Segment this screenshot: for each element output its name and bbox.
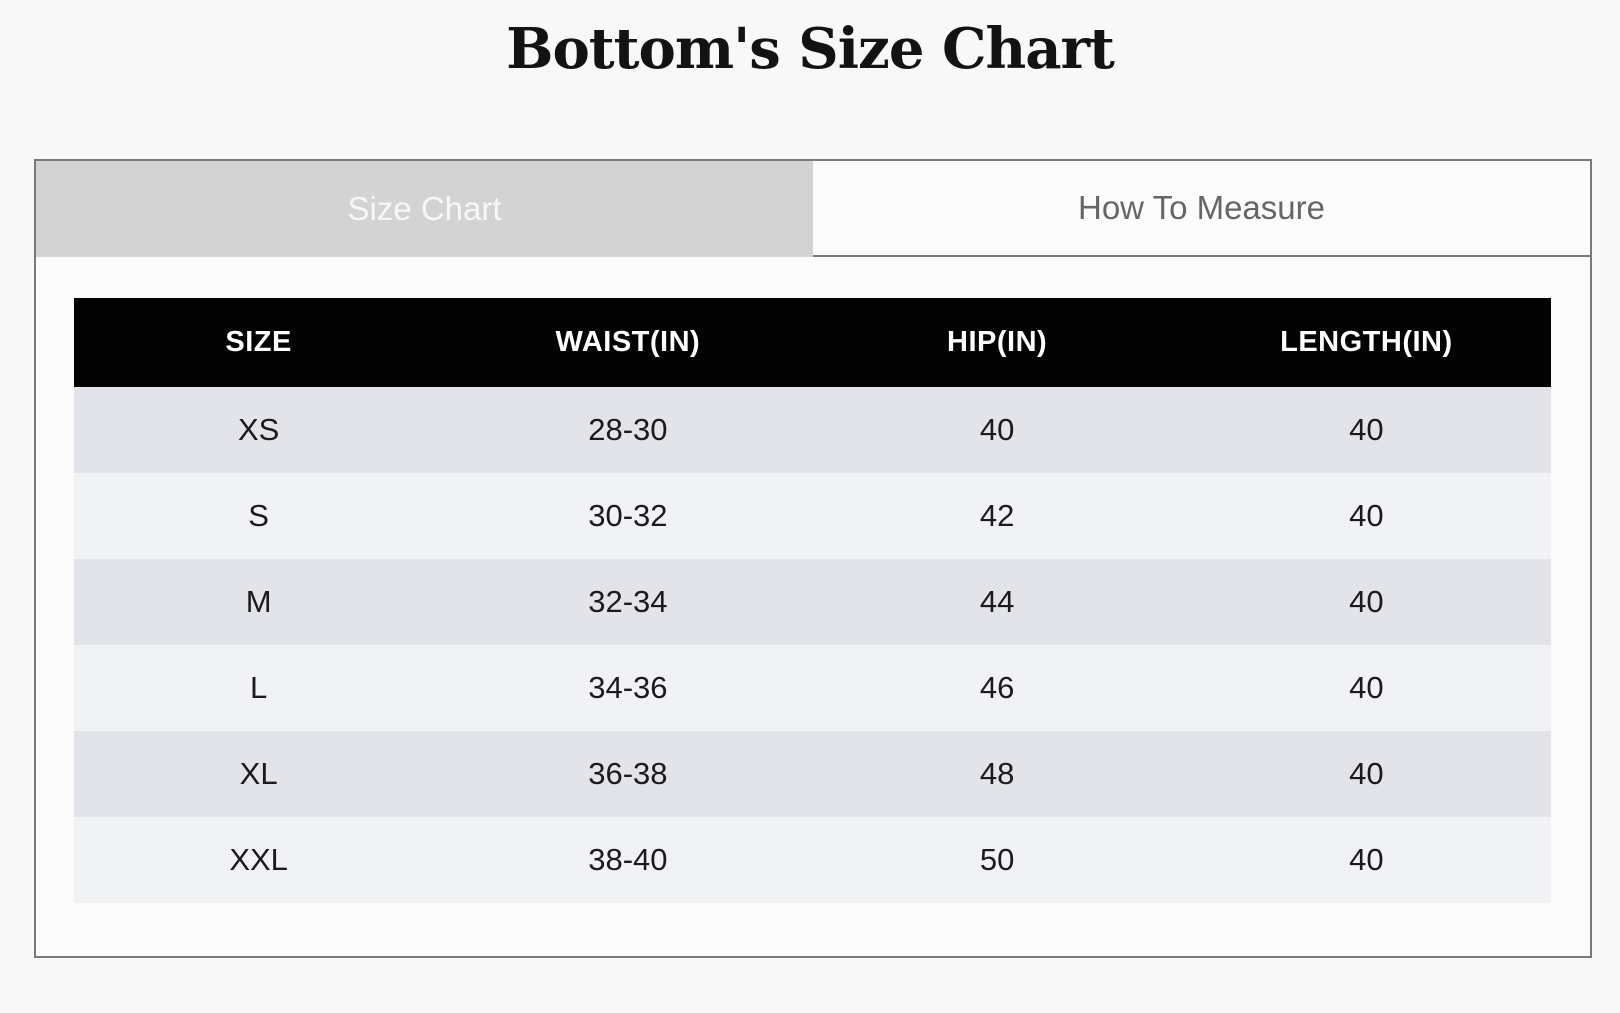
cell-hip: 50 [979, 842, 1015, 877]
tab-size-chart-label: Size Chart [347, 190, 502, 227]
cell-hip: 40 [979, 412, 1015, 447]
size-table-header: SIZE WAIST(IN) HIP(IN) LENGTH(IN) [74, 298, 1551, 387]
cell-length: 40 [1349, 756, 1384, 791]
cell-waist: 34-36 [588, 670, 668, 705]
cell-size: M [245, 584, 272, 619]
cell-length: 40 [1349, 412, 1384, 447]
cell-length: 40 [1349, 670, 1384, 705]
header-row: SIZE WAIST(IN) HIP(IN) LENGTH(IN) [74, 298, 1551, 387]
column-header-hip: HIP(IN) [812, 298, 1182, 387]
cell-size: XXL [229, 842, 288, 877]
cell-hip: 48 [979, 756, 1015, 791]
column-header-length: LENGTH(IN) [1181, 298, 1551, 387]
cell-size: L [250, 670, 268, 705]
cell-length: 40 [1349, 498, 1384, 533]
tab-how-to-measure[interactable]: How To Measure [813, 161, 1590, 257]
tab-size-chart[interactable]: Size Chart [36, 161, 813, 257]
table-row-m: M 32-34 44 40 [74, 559, 1551, 645]
cell-waist: 28-30 [588, 412, 668, 447]
cell-length: 40 [1349, 584, 1384, 619]
cell-waist: 30-32 [588, 498, 668, 533]
cell-size: XL [239, 756, 278, 791]
table-row-xs: XS 28-30 40 40 [74, 387, 1551, 473]
tab-bar: Size Chart How To Measure [36, 161, 1590, 257]
column-header-size: SIZE [74, 298, 444, 387]
tab-how-to-measure-label: How To Measure [1077, 189, 1325, 226]
cell-hip: 42 [979, 498, 1015, 533]
column-header-waist: WAIST(IN) [443, 298, 813, 387]
size-chart-panel: Size Chart How To Measure SIZE WAIST(IN)… [34, 159, 1592, 958]
table-row-xl: XL 36-38 48 40 [74, 731, 1551, 817]
cell-hip: 46 [979, 670, 1015, 705]
cell-size: XS [237, 412, 280, 447]
cell-waist: 32-34 [588, 584, 668, 619]
table-row-l: L 34-36 46 40 [74, 645, 1551, 731]
cell-hip: 44 [979, 584, 1015, 619]
cell-waist: 36-38 [588, 756, 668, 791]
table-row-s: S 30-32 42 40 [74, 473, 1551, 559]
size-table: SIZE WAIST(IN) HIP(IN) LENGTH(IN) XS 28-… [74, 298, 1551, 903]
table-row-xxl: XXL 38-40 50 40 [74, 817, 1551, 903]
cell-waist: 38-40 [588, 842, 668, 877]
size-table-body: XS 28-30 40 40 S 30-32 42 40 M 32-34 44 … [74, 387, 1551, 903]
page-title: Bottom's Size Chart [506, 16, 1115, 82]
cell-size: S [248, 498, 269, 533]
cell-length: 40 [1349, 842, 1384, 877]
tab-content: SIZE WAIST(IN) HIP(IN) LENGTH(IN) XS 28-… [36, 257, 1590, 903]
